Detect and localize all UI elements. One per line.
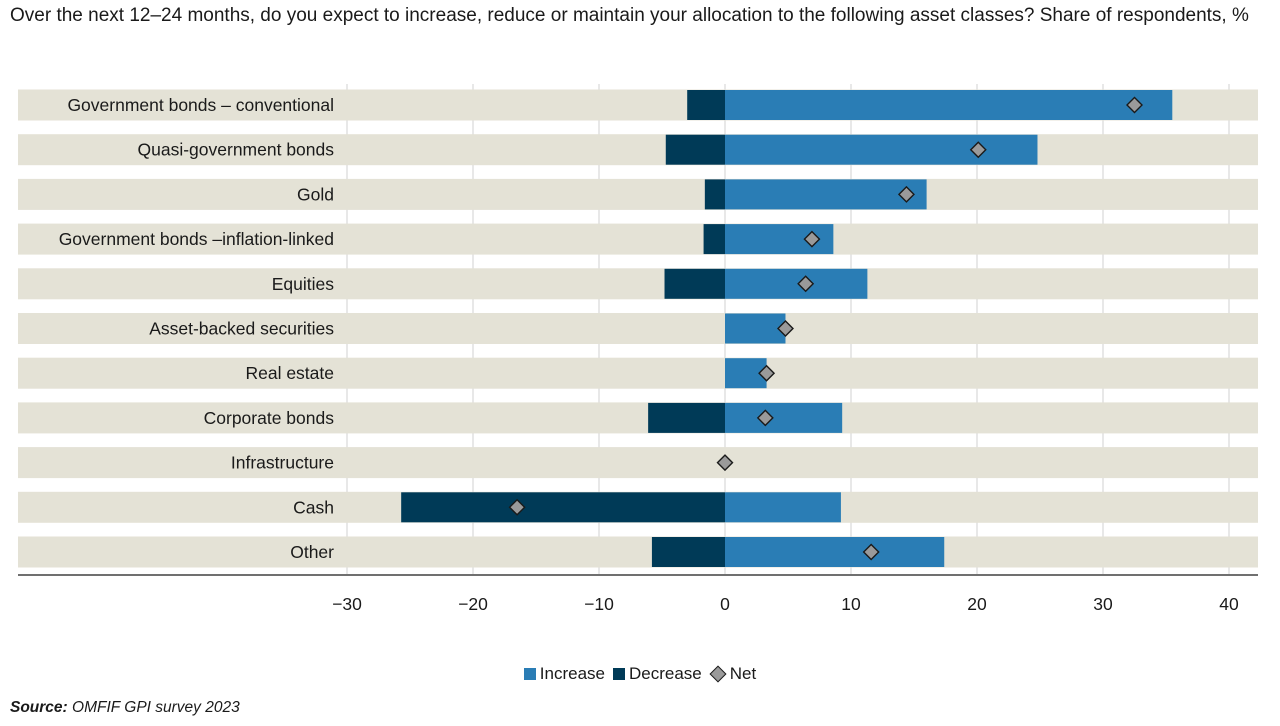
row-band-real-estate [18, 357, 1258, 389]
bar-increase-government-bonds-conventional [725, 90, 1173, 120]
source-text: OMFIF GPI survey 2023 [67, 699, 240, 716]
category-label-infrastructure: Infrastructure [231, 453, 334, 473]
x-tick-label--30: −30 [332, 594, 362, 614]
category-label-quasi-government-bonds: Quasi-government bonds [138, 140, 335, 160]
row-band-infrastructure [18, 447, 1258, 479]
bar-decrease-corporate-bonds [648, 402, 725, 433]
category-label-equities: Equities [272, 274, 335, 294]
source-note: Source: OMFIF GPI survey 2023 [10, 699, 240, 717]
net-marker-real-estate [758, 364, 776, 382]
x-tick-label-30: 30 [1093, 594, 1113, 614]
chart-legend: Increase Decrease Net [0, 664, 1280, 684]
net-marker-gold [897, 185, 915, 203]
chart-plot: Government bonds – conventional Quasi-gov… [18, 84, 1258, 614]
legend-item-increase: Increase [523, 664, 605, 684]
legend-swatch-increase [523, 668, 536, 680]
x-tick-label-40: 40 [1219, 594, 1239, 614]
legend-label-decrease: Decrease [628, 664, 702, 683]
net-marker-other [862, 543, 880, 561]
category-label-real-estate: Real estate [245, 363, 334, 383]
net-marker-equities [797, 275, 815, 293]
category-label-corporate-bonds: Corporate bonds [204, 408, 335, 428]
chart-title: Over the next 12–24 months, do you expec… [10, 5, 1249, 26]
legend-label-net: Net [729, 664, 757, 683]
row-band-asset-backed-securities [18, 313, 1258, 344]
net-marker-cash [508, 498, 526, 516]
legend-swatch-decrease [612, 668, 625, 680]
bar-decrease-gold [704, 179, 725, 210]
category-label-gold: Gold [297, 184, 334, 204]
bar-increase-asset-backed-securities [725, 313, 786, 344]
bar-increase-other [725, 537, 945, 567]
x-tick-label--10: −10 [584, 594, 614, 614]
bar-increase-gold [725, 179, 927, 210]
net-marker-government-bonds-conventional [1126, 96, 1143, 114]
bar-decrease-government-bonds-inflation-linked [703, 224, 725, 255]
bar-decrease-government-bonds-conventional [687, 90, 725, 120]
category-label-cash: Cash [293, 497, 334, 517]
category-label-other: Other [290, 542, 334, 562]
legend-diamond-net [709, 665, 727, 683]
x-tick-label--20: −20 [458, 594, 488, 614]
row-band-government-bonds-inflation-linked [18, 223, 1258, 255]
bar-decrease-equities [664, 268, 725, 299]
row-band-other [18, 536, 1258, 568]
legend-item-net: Net [709, 664, 757, 684]
bar-increase-equities [725, 268, 868, 299]
category-label-government-bonds-inflation-linked: Government bonds –inflation-linked [59, 229, 334, 249]
bar-decrease-cash [401, 492, 725, 523]
legend-label-increase: Increase [539, 664, 605, 683]
legend-item-decrease: Decrease [612, 664, 702, 684]
row-band-quasi-government-bonds [18, 134, 1258, 166]
net-marker-asset-backed-securities [776, 320, 794, 337]
bar-increase-quasi-government-bonds [725, 134, 1038, 165]
net-marker-infrastructure [716, 454, 734, 472]
x-tick-label-20: 20 [967, 594, 987, 614]
net-marker-quasi-government-bonds [969, 141, 987, 159]
x-tick-label-10: 10 [841, 594, 861, 614]
net-marker-corporate-bonds [756, 409, 774, 427]
bar-decrease-other [651, 537, 725, 567]
category-label-asset-backed-securities: Asset-backed securities [149, 319, 334, 339]
row-band-corporate-bonds [18, 402, 1258, 434]
row-band-equities [18, 268, 1258, 300]
bar-increase-cash [725, 492, 841, 523]
row-band-gold [18, 178, 1258, 210]
x-tick-label-0: 0 [720, 594, 730, 614]
category-label-government-bonds-conventional: Government bonds – conventional [67, 95, 334, 115]
bar-decrease-quasi-government-bonds [665, 134, 725, 165]
source-label: Source: [10, 699, 68, 716]
bar-increase-corporate-bonds [725, 402, 843, 433]
net-marker-government-bonds-inflation-linked [803, 230, 821, 248]
